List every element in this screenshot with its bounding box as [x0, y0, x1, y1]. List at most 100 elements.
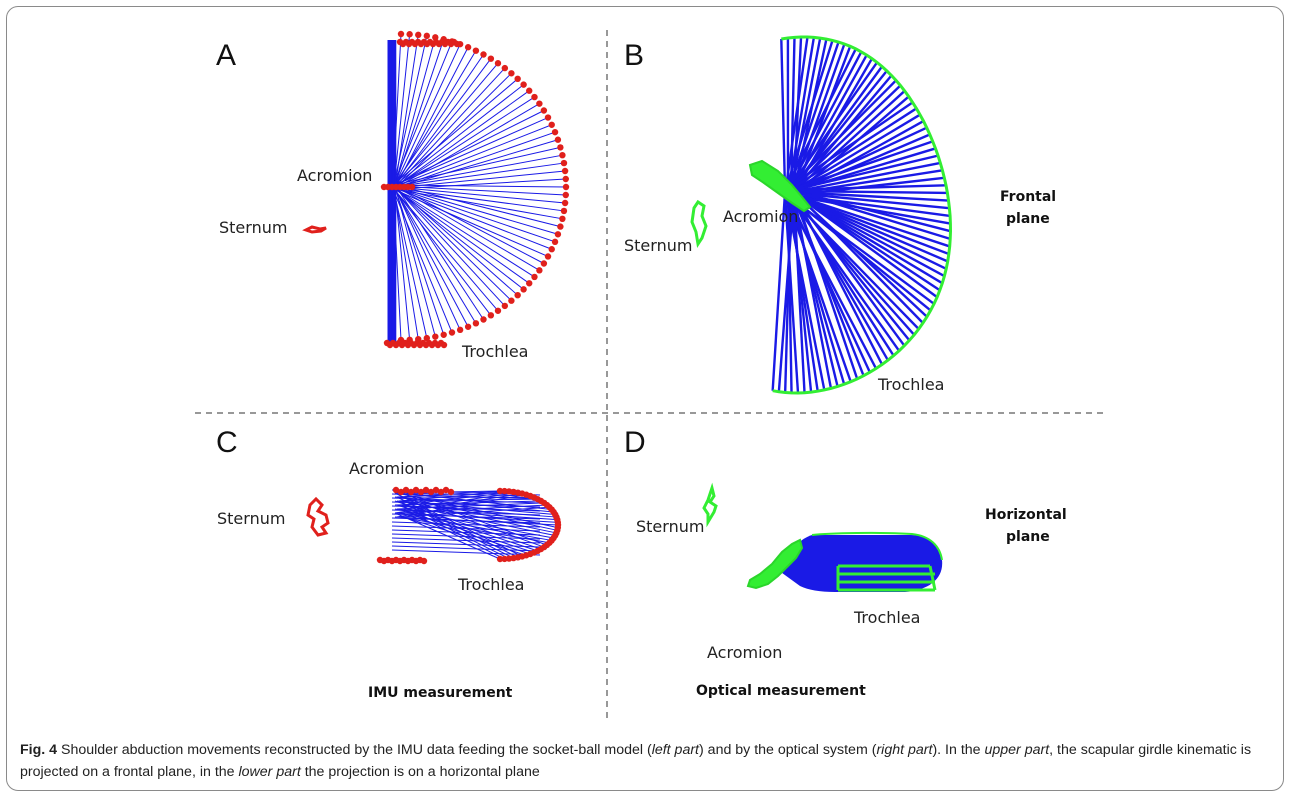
panel-c-spread-line — [391, 517, 541, 524]
panel-b-fan-line — [783, 189, 793, 393]
panel-a-trochlea-marker — [551, 128, 559, 136]
panel-a-fan-line — [393, 37, 436, 190]
panel-a-sternum-label: Sternum — [219, 218, 287, 237]
panel-a-fan-line — [394, 187, 461, 331]
panel-a-fan-line — [394, 188, 411, 340]
panel-a-trochlea-marker — [440, 331, 447, 338]
panel-a-trochlea-marker — [562, 175, 569, 183]
panel-c-trochlea-marker — [501, 555, 508, 563]
panel-d-letter: D — [624, 426, 646, 459]
panel-a-trochlea-marker — [508, 70, 515, 77]
panel-c-top-marker — [422, 486, 430, 494]
panel-a-trochlea-marker — [561, 167, 569, 175]
panel-b-fan-line — [790, 188, 951, 233]
panel-a-fan-line — [392, 41, 453, 187]
panel-a-trochlea-marker — [560, 159, 568, 167]
panel-c-spread-line — [391, 541, 541, 548]
panel-a-trochlea-marker — [557, 223, 564, 230]
panel-c-fan-line — [398, 508, 535, 553]
panel-a-fan-line — [393, 188, 492, 316]
panel-c-top-marker — [407, 488, 415, 496]
panel-a-trochlea-marker — [448, 329, 456, 336]
panel-a-trochlea-marker — [415, 31, 422, 39]
panel-c-spread-line — [391, 505, 541, 512]
panel-a-trochlea-marker — [520, 81, 527, 88]
panel-a-trochlea-marker — [480, 316, 487, 323]
panel-d-acromion-label: Acromion — [707, 643, 782, 662]
panel-a-fan-line — [394, 90, 530, 188]
panel-c-fan-line — [394, 508, 554, 539]
panel-a-trochlea-marker — [494, 307, 502, 314]
panel-a-fan-line — [393, 84, 524, 187]
panel-b-fan-line — [783, 40, 834, 193]
panel-c-spread-line — [391, 521, 541, 528]
panel-a-trochlea-marker — [456, 326, 464, 334]
panel-c-spread-line — [391, 509, 541, 516]
panel-b-fan-line — [784, 79, 897, 193]
panel-b-acromion-trace — [748, 159, 812, 213]
panel-d-sternum-trace — [702, 482, 718, 528]
panel-b-fan-line — [787, 107, 918, 193]
panel-b-fan-line — [792, 192, 806, 393]
panel-c-spread-line — [391, 497, 541, 504]
panel-a-fan-line — [393, 34, 411, 187]
panel-c-trochlea-label: Trochlea — [457, 575, 524, 594]
frontal-plane-label-line2: plane — [1006, 211, 1050, 227]
panel-a-fan-line — [392, 184, 567, 188]
panel-a-trochlea-marker — [551, 238, 559, 246]
panel-a-trochlea-marker — [520, 286, 527, 293]
panel-a-fan-line — [393, 54, 484, 186]
panel-c-fan-line — [396, 504, 538, 552]
panel-b-fan-line — [786, 190, 819, 392]
panel-b-fan-line — [790, 190, 949, 202]
caption-text-1: Shoulder abduction movements reconstruct… — [57, 742, 652, 758]
panel-b-fan-line — [793, 192, 938, 299]
panel-c-top-marker — [437, 488, 445, 496]
panel-b-sternum-trace — [690, 199, 708, 248]
panel-c-spread-line — [391, 545, 541, 552]
panel-a-fan-line — [394, 154, 563, 187]
panel-a-trochlea-marker — [472, 320, 480, 327]
panel-a-fan-line — [394, 186, 506, 307]
panel-a-trochlea-marker — [554, 231, 562, 238]
panel-a-trochlea-marker — [501, 302, 509, 310]
caption-italic-2: right part — [876, 742, 933, 758]
panel-a-trochlea-marker — [480, 51, 487, 58]
panel-a-trochlea-marker — [464, 323, 472, 330]
panel-a-trochlea-marker — [397, 30, 405, 38]
panel-a-trochlea-marker — [423, 32, 431, 40]
panel-a-fan-line — [393, 188, 563, 220]
panel-d-acromion-trace — [746, 538, 804, 590]
panel-a-trochlea-marker — [464, 44, 472, 51]
panel-b-fan-line — [787, 189, 948, 195]
panel-a-fan-line — [393, 146, 561, 186]
panel-c-top-marker — [447, 488, 455, 496]
panel-a-top-marker — [453, 40, 461, 48]
panel-a-fan-line — [392, 78, 518, 186]
panel-a-letter: A — [216, 39, 236, 72]
panel-a-trochlea-marker — [554, 136, 562, 143]
panel-a-trochlea-marker — [514, 75, 521, 83]
panel-c-top-marker — [412, 486, 420, 494]
panel-a-fan-line — [392, 184, 519, 296]
panel-a-trochlea-marker — [501, 64, 509, 72]
panel-a-trochlea-marker — [494, 60, 502, 67]
panel-a-fan-line — [392, 35, 428, 189]
panel-a-fan-lines — [387, 33, 567, 345]
panel-c-spread-line — [391, 529, 541, 536]
panel-c-top-marker — [402, 486, 410, 494]
panel-d-blue-volume — [778, 535, 943, 592]
panel-c: C Acromion Sternum Trochlea — [216, 426, 562, 594]
panel-b-letter: B — [624, 39, 644, 72]
panel-a-trochlea-marker — [487, 312, 495, 319]
panel-b-fan-line — [786, 194, 871, 373]
panel-b-fan-line — [784, 61, 878, 195]
panel-c-bottom-marker — [420, 557, 428, 565]
panel-c-fan-lines — [391, 489, 559, 560]
panel-b-fan-line — [790, 140, 934, 192]
panel-a-trochlea-marker — [531, 93, 538, 101]
panel-a-trochlea-marker — [561, 199, 569, 207]
panel-c-top-marker — [432, 486, 440, 494]
panel-d: D Sternum Acromion Trochlea Horizontal p… — [624, 426, 1067, 662]
panel-a-trochlea-marker — [560, 207, 568, 215]
